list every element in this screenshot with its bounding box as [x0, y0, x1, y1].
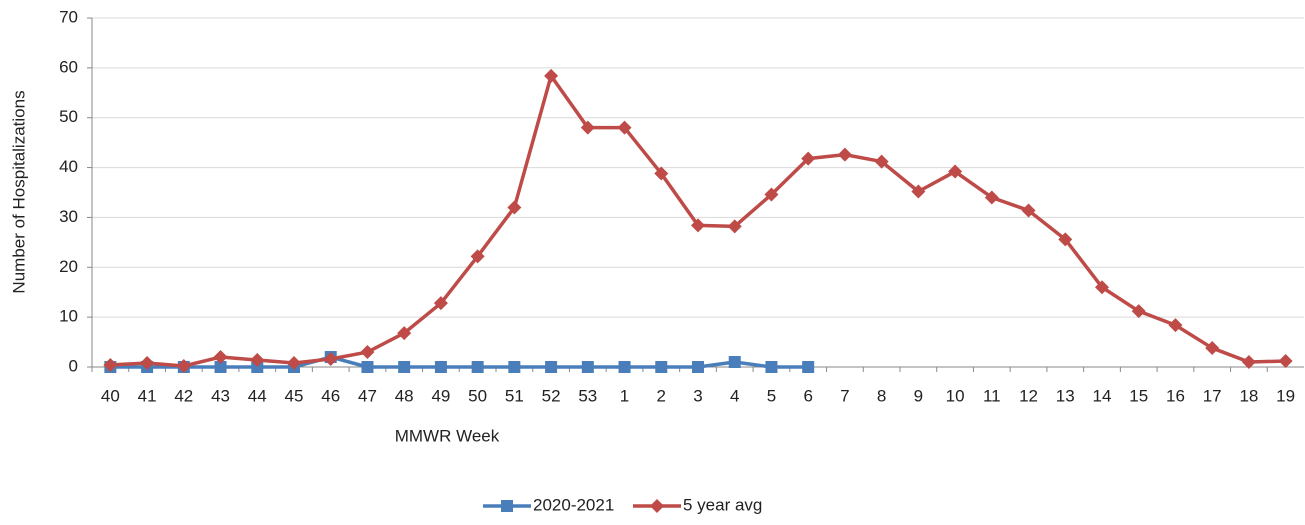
data-point [655, 361, 668, 373]
data-point [360, 345, 375, 360]
x-tick-label: 17 [1203, 386, 1222, 405]
x-tick-label: 14 [1093, 386, 1112, 405]
x-tick-label: 16 [1166, 386, 1185, 405]
data-point [692, 361, 704, 373]
data-point [618, 361, 631, 373]
data-point [1131, 304, 1146, 319]
x-tick-label: 5 [767, 386, 776, 405]
y-tick-label: 30 [59, 207, 78, 226]
data-point [727, 219, 742, 234]
y-tick-label: 50 [59, 107, 78, 126]
data-point [213, 350, 228, 365]
data-point [214, 361, 227, 373]
data-point [397, 326, 412, 341]
data-point [545, 361, 558, 373]
x-tick-label: 51 [505, 386, 524, 405]
x-tick-label: 13 [1056, 386, 1075, 405]
data-point [1021, 203, 1036, 218]
x-tick-label: 10 [946, 386, 965, 405]
data-point [103, 358, 118, 373]
data-point [507, 200, 522, 215]
x-tick-label: 11 [983, 386, 1001, 405]
data-point [508, 361, 521, 373]
data-point [764, 187, 779, 202]
legend-marker [501, 500, 513, 512]
x-tick-label: 45 [285, 386, 304, 405]
data-point [765, 361, 778, 373]
x-tick-label: 46 [321, 386, 340, 405]
data-point [654, 166, 669, 181]
data-point [802, 361, 815, 373]
x-tick-label: 48 [395, 386, 414, 405]
x-tick-label: 41 [138, 386, 157, 405]
data-point [581, 361, 594, 373]
data-point [911, 184, 926, 199]
x-tick-label: 42 [174, 386, 193, 405]
data-point [617, 120, 632, 135]
x-tick-label: 19 [1276, 386, 1295, 405]
legend-label: 5 year avg [683, 495, 762, 514]
data-point [361, 361, 374, 373]
data-point [176, 359, 191, 374]
data-point [837, 147, 852, 162]
y-axis-label: Number of Hospitalizations [9, 90, 28, 293]
x-tick-label: 4 [730, 386, 739, 405]
data-point [1205, 341, 1220, 356]
x-tick-label: 8 [877, 386, 886, 405]
data-point [471, 361, 484, 373]
y-tick-label: 20 [59, 257, 78, 276]
x-tick-label: 15 [1129, 386, 1148, 405]
x-tick-label: 7 [840, 386, 849, 405]
x-axis-label: MMWR Week [395, 426, 500, 445]
data-point [728, 356, 741, 369]
y-tick-label: 70 [59, 7, 78, 26]
data-point [398, 361, 411, 373]
data-point [1168, 318, 1183, 333]
x-tick-label: 49 [431, 386, 450, 405]
data-point [874, 154, 889, 169]
y-tick-label: 0 [69, 356, 78, 375]
data-point [1278, 354, 1293, 369]
y-tick-label: 10 [59, 307, 78, 326]
data-point [1095, 280, 1109, 295]
x-tick-label: 44 [248, 386, 267, 405]
x-tick-label: 1 [620, 386, 629, 405]
legend-marker [650, 499, 664, 513]
x-tick-label: 3 [693, 386, 702, 405]
data-point [691, 218, 705, 233]
x-tick-label: 52 [542, 386, 561, 405]
data-point [323, 352, 338, 367]
x-tick-label: 53 [578, 386, 597, 405]
data-point [140, 356, 155, 371]
x-tick-label: 50 [468, 386, 487, 405]
x-tick-label: 40 [101, 386, 120, 405]
data-point [1241, 355, 1256, 370]
data-point [984, 190, 999, 205]
x-tick-label: 2 [657, 386, 666, 405]
data-point [544, 68, 559, 83]
x-tick-label: 6 [803, 386, 812, 405]
x-tick-label: 9 [914, 386, 923, 405]
x-tick-label: 43 [211, 386, 230, 405]
data-point [1058, 232, 1073, 247]
legend-label: 2020-2021 [533, 495, 614, 514]
y-tick-label: 60 [59, 57, 78, 76]
data-point [433, 296, 448, 311]
y-tick-label: 40 [59, 157, 78, 176]
data-point [287, 356, 301, 371]
data-point [580, 120, 595, 135]
x-tick-label: 47 [358, 386, 377, 405]
data-point [948, 164, 963, 179]
x-tick-label: 18 [1239, 386, 1258, 405]
data-point [801, 151, 816, 166]
data-point [434, 361, 447, 373]
series-line [110, 355, 809, 369]
x-tick-label: 12 [1019, 386, 1038, 405]
data-point [250, 353, 265, 368]
data-point [470, 249, 485, 264]
